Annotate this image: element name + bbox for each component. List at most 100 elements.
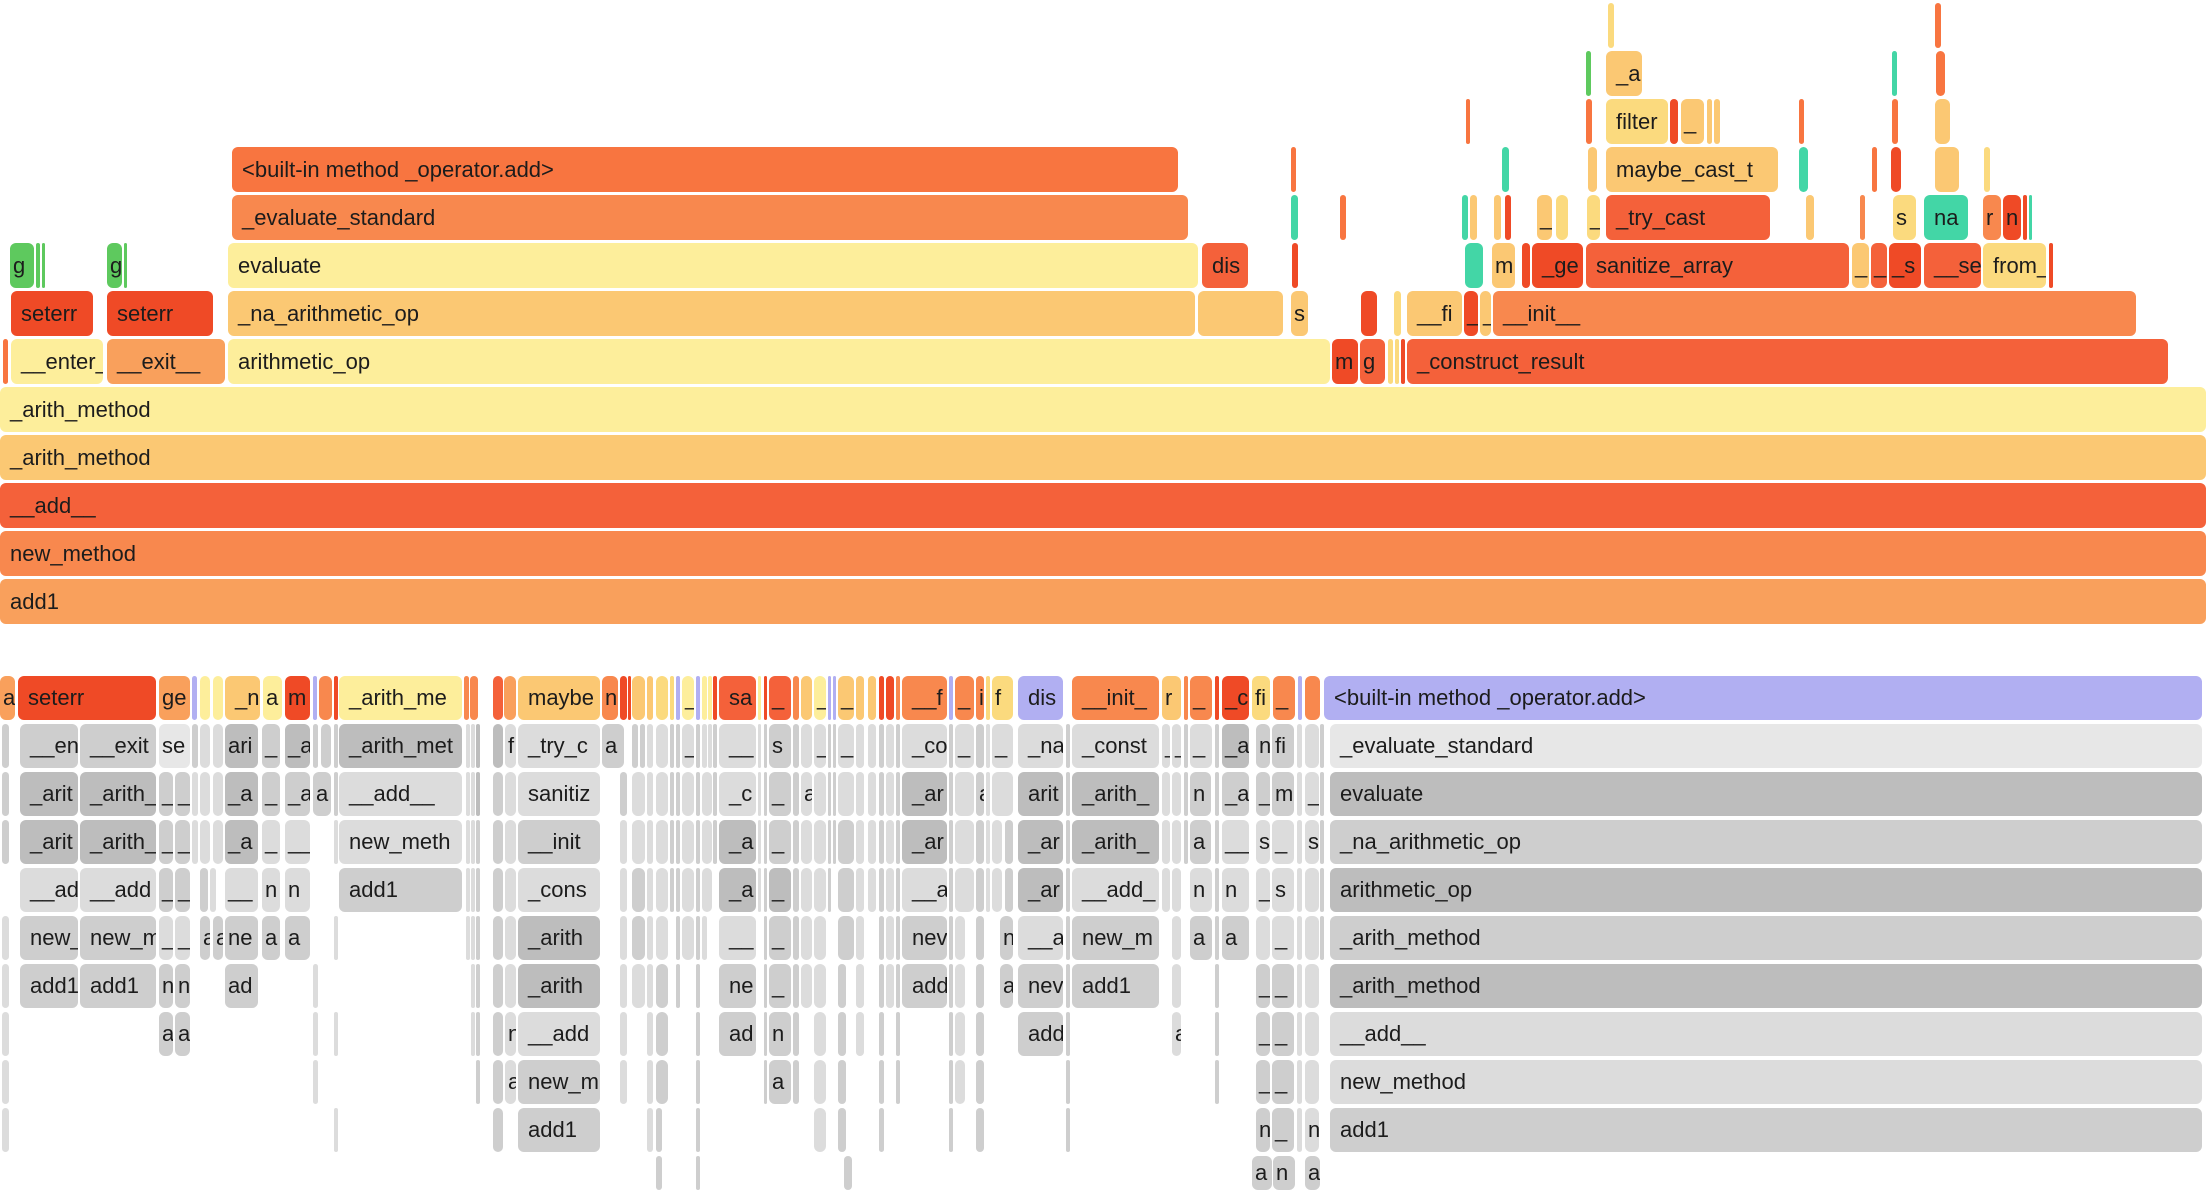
flame-frame[interactable] xyxy=(949,868,953,912)
flame-frame-new_m[interactable]: new_m xyxy=(518,1060,600,1104)
flame-frame[interactable] xyxy=(838,916,854,960)
flame-frame[interactable] xyxy=(1215,676,1219,720)
flame-frame[interactable] xyxy=(793,676,799,720)
flame-frame[interactable] xyxy=(505,772,516,816)
flame-frame-_na_arithmetic_op[interactable]: _na_arithmetic_op xyxy=(1330,820,2202,864)
flame-frame[interactable] xyxy=(814,868,826,912)
flame-frame[interactable] xyxy=(1935,99,1950,144)
flame-frame-_[interactable]: _ xyxy=(682,724,694,768)
flame-frame[interactable] xyxy=(696,1156,700,1190)
flame-frame[interactable] xyxy=(676,772,680,816)
flame-frame[interactable] xyxy=(886,868,894,912)
flame-frame[interactable] xyxy=(758,772,761,816)
flame-frame[interactable] xyxy=(1586,99,1592,144)
flame-frame[interactable] xyxy=(124,243,127,288)
flame-frame-a[interactable]: a xyxy=(285,916,310,960)
flame-frame[interactable] xyxy=(886,724,894,768)
flame-frame-a[interactable]: a xyxy=(200,916,210,960)
flame-frame-_[interactable]: _ xyxy=(1272,1012,1294,1056)
flame-frame-n[interactable]: n xyxy=(602,676,618,720)
flame-frame-se[interactable]: se xyxy=(159,724,190,768)
flame-frame[interactable] xyxy=(493,916,503,960)
flame-frame-f[interactable]: f xyxy=(505,724,516,768)
flame-frame[interactable] xyxy=(879,916,884,960)
flame-frame[interactable] xyxy=(986,724,990,768)
flame-frame[interactable] xyxy=(696,772,700,816)
flame-frame[interactable] xyxy=(656,1012,668,1056)
flame-frame[interactable] xyxy=(896,1060,900,1104)
flame-frame[interactable] xyxy=(1305,724,1319,768)
flame-frame-_[interactable]: _ xyxy=(159,820,173,864)
flame-frame[interactable] xyxy=(670,772,674,816)
flame-frame[interactable] xyxy=(505,868,516,912)
flame-frame[interactable] xyxy=(896,820,900,864)
flame-frame[interactable] xyxy=(647,868,653,912)
flame-frame-a[interactable]: a xyxy=(313,772,331,816)
flame-frame[interactable] xyxy=(647,820,653,864)
flame-frame-_arith_method[interactable]: _arith_method xyxy=(1330,916,2202,960)
flame-frame[interactable] xyxy=(2,964,9,1008)
flame-frame-a[interactable]: a xyxy=(976,772,984,816)
flame-frame-_[interactable]: _ xyxy=(1681,99,1704,144)
flame-frame-_[interactable]: _ xyxy=(159,916,173,960)
flame-frame[interactable] xyxy=(620,1060,627,1104)
flame-frame-_[interactable]: _ xyxy=(955,724,974,768)
flame-frame[interactable] xyxy=(466,820,470,864)
flame-frame[interactable] xyxy=(334,676,338,720)
flame-frame[interactable] xyxy=(466,772,470,816)
flame-frame[interactable] xyxy=(1066,916,1070,960)
flame-frame-_const[interactable]: _const xyxy=(1072,724,1159,768)
flame-frame-new_method[interactable]: new_method xyxy=(0,531,2206,576)
flame-frame[interactable] xyxy=(1305,964,1319,1008)
flame-frame-_arit[interactable]: _arit xyxy=(20,820,78,864)
flame-frame[interactable] xyxy=(1066,868,1070,912)
flame-frame[interactable] xyxy=(814,964,826,1008)
flame-frame[interactable] xyxy=(955,1012,965,1056)
flame-frame[interactable] xyxy=(1799,99,1804,144)
flame-frame[interactable] xyxy=(896,772,900,816)
flame-frame-r[interactable]: r xyxy=(1983,195,2001,240)
flame-frame[interactable] xyxy=(1388,339,1393,384)
flame-frame-n[interactable]: n xyxy=(1222,868,1249,912)
flame-frame[interactable] xyxy=(793,772,799,816)
flame-frame[interactable] xyxy=(493,1060,503,1104)
flame-frame-_ge[interactable]: _ge xyxy=(1532,243,1583,288)
flame-frame[interactable] xyxy=(334,820,338,864)
flame-frame[interactable] xyxy=(656,772,668,816)
flame-frame[interactable] xyxy=(656,820,668,864)
flame-frame-_na[interactable]: _na xyxy=(1018,724,1063,768)
flame-frame-__se[interactable]: __se xyxy=(1924,243,1981,288)
flame-frame-a[interactable]: a xyxy=(1172,1012,1181,1056)
flame-frame-s[interactable]: s xyxy=(1272,868,1294,912)
flame-frame[interactable] xyxy=(879,1060,884,1104)
flame-frame[interactable] xyxy=(1305,916,1319,960)
flame-frame[interactable] xyxy=(764,916,767,960)
flame-frame[interactable] xyxy=(466,916,470,960)
flame-frame[interactable] xyxy=(1297,1060,1302,1104)
flame-frame[interactable] xyxy=(856,676,864,720)
flame-frame[interactable] xyxy=(471,820,475,864)
flame-frame[interactable] xyxy=(833,820,836,864)
flame-frame[interactable] xyxy=(992,772,1013,816)
flame-frame[interactable] xyxy=(896,868,900,912)
flame-frame[interactable] xyxy=(1320,868,1324,912)
flame-frame[interactable] xyxy=(1298,676,1302,720)
flame-frame[interactable] xyxy=(640,724,645,768)
flame-frame[interactable] xyxy=(896,1012,900,1056)
flame-frame[interactable] xyxy=(1806,195,1814,240)
flame-frame-__add[interactable]: __add xyxy=(80,868,156,912)
flame-frame-add1[interactable]: add1 xyxy=(1330,1108,2202,1152)
flame-frame-_c[interactable]: _c xyxy=(719,772,756,816)
flame-frame-a[interactable]: a xyxy=(213,916,223,960)
flame-frame[interactable] xyxy=(1891,147,1901,192)
flame-frame[interactable] xyxy=(696,964,700,1008)
flame-frame-__f[interactable]: __f xyxy=(902,676,947,720)
flame-frame[interactable] xyxy=(313,1012,318,1056)
flame-frame-_[interactable]: _ xyxy=(682,676,694,720)
flame-frame[interactable] xyxy=(1005,820,1013,864)
flame-frame[interactable] xyxy=(1305,1012,1319,1056)
flame-frame[interactable] xyxy=(764,676,767,720)
flame-frame-_[interactable]: _ xyxy=(769,676,791,720)
flame-frame[interactable] xyxy=(1401,339,1405,384)
flame-frame-add1[interactable]: add1 xyxy=(339,868,462,912)
